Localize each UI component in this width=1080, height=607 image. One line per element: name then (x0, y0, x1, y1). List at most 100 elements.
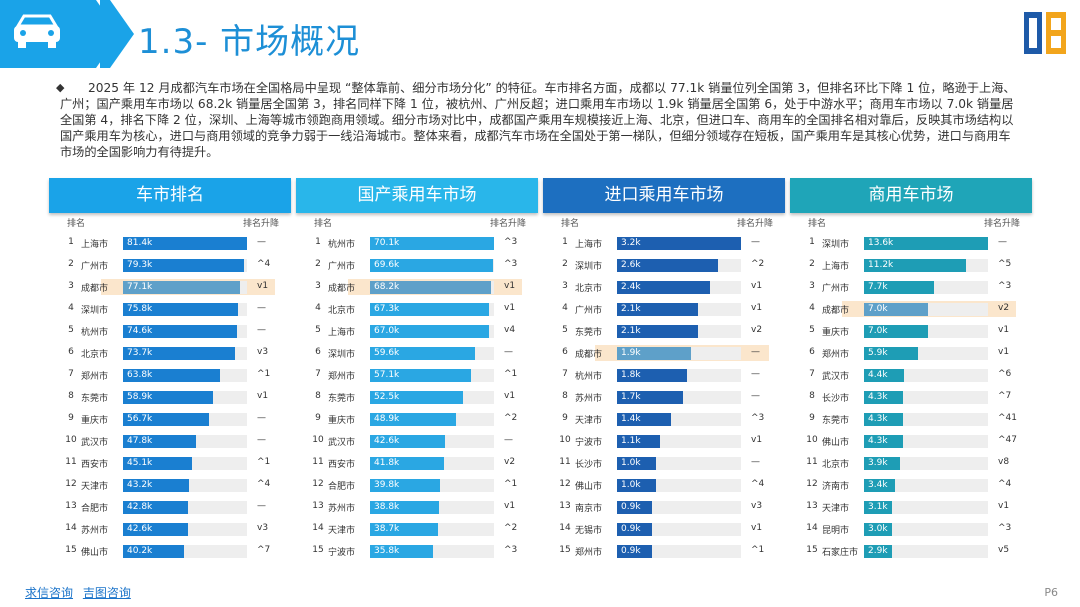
rank-number: 14 (312, 523, 324, 533)
city-name: 武汉市 (822, 372, 850, 382)
car-icon (14, 14, 60, 48)
rank-change: ^3 (751, 413, 765, 423)
rank-change: ^6 (998, 369, 1012, 379)
rank-change: v3 (257, 523, 269, 533)
table-row: 8 长沙市 4.3k ^7 (790, 385, 1032, 407)
city-name: 苏州市 (81, 526, 109, 536)
rank-change: ^2 (751, 259, 765, 269)
city-name: 合肥市 (328, 482, 356, 492)
sales-bar: 81.4k (123, 237, 247, 250)
column-header: 排名 排名升降 (543, 213, 785, 231)
city-name: 成都市 (328, 284, 356, 294)
table-row: 14 苏州市 42.6k v3 (49, 517, 291, 539)
table-row: 14 天津市 38.7k ^2 (296, 517, 538, 539)
change-column-label: 排名升降 (242, 219, 279, 229)
sales-bar: 74.6k (123, 325, 237, 338)
city-name: 重庆市 (81, 416, 109, 426)
city-name: 深圳市 (822, 240, 850, 250)
rank-change: ^3 (504, 259, 518, 269)
rank-number: 13 (65, 501, 77, 511)
sales-bar: 7.0k (864, 303, 928, 316)
rank-number: 1 (68, 237, 74, 247)
rank-number: 15 (312, 545, 324, 555)
rank-change: ^1 (504, 369, 518, 379)
rank-number: 10 (559, 435, 571, 445)
sales-bar: 47.8k (123, 435, 196, 448)
rank-change: v1 (257, 281, 269, 291)
table-row: 6 深圳市 59.6k — (296, 341, 538, 363)
column-header: 排名 排名升降 (49, 213, 291, 231)
sales-bar: 48.9k (370, 413, 456, 426)
page-header: 1.3- 市场概况 (0, 0, 1080, 78)
sales-bar: 2.1k (617, 325, 698, 338)
rank-change: — (257, 325, 266, 335)
rank-number: 2 (809, 259, 815, 269)
rank-change: v4 (504, 325, 516, 335)
table-row: 4 深圳市 75.8k — (49, 297, 291, 319)
footer-link-jitu[interactable]: 吉图咨询 (82, 586, 131, 600)
city-name: 天津市 (822, 504, 850, 514)
rank-number: 4 (562, 303, 568, 313)
rank-number: 12 (559, 479, 571, 489)
sales-bar: 3.1k (864, 501, 892, 514)
table-row: 2 深圳市 2.6k ^2 (543, 253, 785, 275)
bar-track (864, 545, 988, 558)
rank-change: v3 (751, 501, 763, 511)
rank-change: v1 (998, 325, 1010, 335)
sales-bar: 58.9k (123, 391, 213, 404)
city-name: 杭州市 (328, 240, 356, 250)
table-row: 15 石家庄市 2.9k v5 (790, 539, 1032, 561)
city-name: 上海市 (328, 328, 356, 338)
city-name: 武汉市 (81, 438, 109, 448)
rank-number: 6 (562, 347, 568, 357)
sales-bar: 1.4k (617, 413, 671, 426)
rank-change: v2 (998, 303, 1010, 313)
panel-title: 车市排名 (49, 178, 291, 213)
table-row: 5 重庆市 7.0k v1 (790, 319, 1032, 341)
table-row: 11 长沙市 1.0k — (543, 451, 785, 473)
rank-number: 2 (562, 259, 568, 269)
city-name: 天津市 (575, 416, 603, 426)
rank-number: 15 (65, 545, 77, 555)
rank-change: — (257, 413, 266, 423)
rank-change: ^3 (504, 545, 518, 555)
table-row: 1 深圳市 13.6k — (790, 231, 1032, 253)
rank-number: 9 (562, 413, 568, 423)
sales-bar: 0.9k (617, 501, 652, 514)
city-name: 郑州市 (328, 372, 356, 382)
city-name: 石家庄市 (822, 548, 859, 558)
table-row: 3 成都市 77.1k v1 (49, 275, 291, 297)
table-row: 1 上海市 3.2k — (543, 231, 785, 253)
sales-bar: 75.8k (123, 303, 238, 316)
sales-bar: 77.1k (123, 281, 240, 294)
rank-change: — (751, 237, 760, 247)
sales-bar: 3.9k (864, 457, 900, 470)
sales-bar: 4.3k (864, 435, 903, 448)
sales-bar: 70.1k (370, 237, 494, 250)
city-name: 武汉市 (328, 438, 356, 448)
ranking-panel: 商用车市场 排名 排名升降 1 深圳市 13.6k — 2 上海市 11.2k ^5 3 广州市 7.7k… (790, 178, 1032, 561)
table-row: 2 上海市 11.2k ^5 (790, 253, 1032, 275)
table-row: 13 合肥市 42.8k — (49, 495, 291, 517)
rank-number: 8 (315, 391, 321, 401)
table-row: 2 广州市 69.6k ^3 (296, 253, 538, 275)
city-name: 佛山市 (822, 438, 850, 448)
rank-change: v2 (751, 325, 763, 335)
sales-bar: 43.2k (123, 479, 189, 492)
rank-change: ^4 (998, 479, 1012, 489)
table-row: 4 广州市 2.1k v1 (543, 297, 785, 319)
sales-bar: 2.9k (864, 545, 892, 558)
footer-link-qiuxin[interactable]: 求信咨询 (25, 586, 74, 600)
city-name: 济南市 (822, 482, 850, 492)
rank-change: ^2 (504, 413, 518, 423)
city-name: 北京市 (328, 306, 356, 316)
rank-change: ^1 (504, 479, 518, 489)
rank-number: 7 (68, 369, 74, 379)
sales-bar: 56.7k (123, 413, 209, 426)
rank-number: 6 (68, 347, 74, 357)
page-title: 1.3- 市场概况 (138, 22, 361, 62)
rank-change: — (504, 347, 513, 357)
table-row: 6 成都市 1.9k — (543, 341, 785, 363)
footer-links: 求信咨询 吉图咨询 (25, 584, 137, 601)
bar-track (864, 501, 988, 514)
